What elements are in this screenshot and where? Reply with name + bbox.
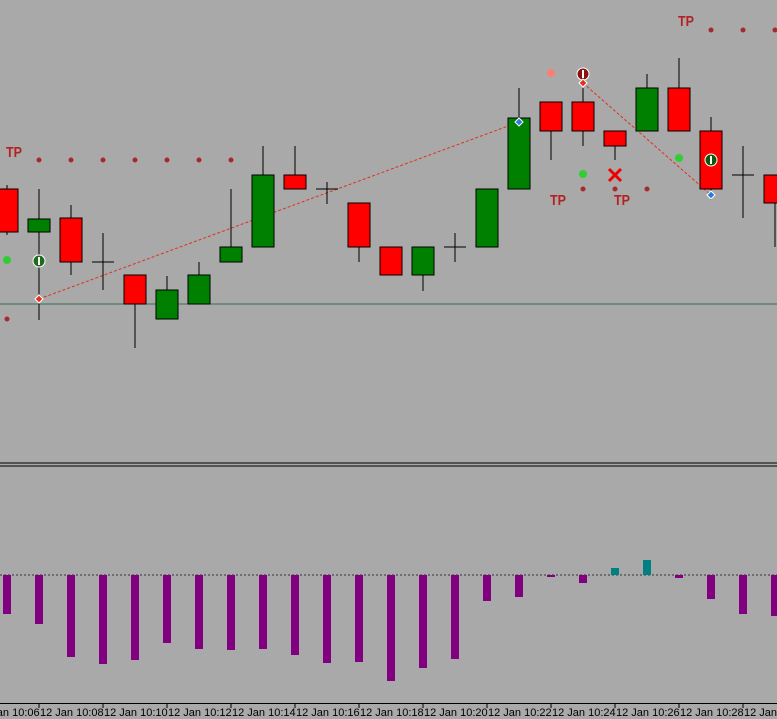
x-tick-label: 12 Jan 10:26 bbox=[616, 707, 680, 719]
arrow-marker bbox=[514, 117, 524, 127]
candle-body bbox=[187, 274, 211, 305]
histogram-bar bbox=[99, 575, 107, 664]
histogram-bar bbox=[259, 575, 267, 649]
histogram-bar bbox=[227, 575, 235, 650]
histogram-bar bbox=[739, 575, 747, 614]
candle-body bbox=[603, 130, 627, 147]
salmon-dot bbox=[547, 69, 555, 77]
candle-body bbox=[539, 101, 563, 132]
histogram-bar bbox=[3, 575, 11, 614]
histogram-bar bbox=[707, 575, 715, 599]
x-tick-label: 12 Jan 10:16 bbox=[296, 707, 360, 719]
candle-body bbox=[571, 101, 595, 132]
candle-body bbox=[27, 218, 51, 233]
candle-body bbox=[667, 87, 691, 132]
candle-body bbox=[59, 217, 83, 263]
x-tick-label: 12 Jan 10:20 bbox=[424, 707, 488, 719]
x-tick-label: 12 Jan 10:08 bbox=[40, 707, 104, 719]
histogram-bar bbox=[387, 575, 395, 681]
histogram-bar bbox=[419, 575, 427, 668]
x-tick-label: 12 Jan 10:14 bbox=[232, 707, 296, 719]
arrow-marker bbox=[706, 190, 716, 200]
histogram-bar bbox=[675, 575, 683, 578]
histogram-bar bbox=[771, 575, 777, 616]
arrow-marker bbox=[34, 294, 44, 304]
candle-body bbox=[283, 174, 307, 190]
x-tick-label: 12 Jan 10:06 bbox=[0, 707, 40, 719]
histogram-bar bbox=[483, 575, 491, 601]
histogram-bar bbox=[163, 575, 171, 643]
signal-line bbox=[582, 82, 712, 196]
histogram-bar bbox=[35, 575, 43, 624]
candle-body bbox=[123, 274, 147, 305]
candle-body bbox=[155, 289, 179, 320]
histogram-bar bbox=[291, 575, 299, 655]
histogram-bar bbox=[547, 575, 555, 577]
histogram-bar bbox=[131, 575, 139, 660]
candle-body bbox=[379, 246, 403, 276]
histogram-bar bbox=[195, 575, 203, 649]
signal-line bbox=[38, 121, 520, 300]
candle-body bbox=[507, 117, 531, 190]
tp-label: TP bbox=[614, 192, 630, 209]
candle-body bbox=[763, 174, 777, 204]
candle-body bbox=[0, 188, 19, 233]
histogram-bar bbox=[355, 575, 363, 662]
tp-label: TP bbox=[550, 192, 566, 209]
candle-body bbox=[219, 246, 243, 263]
histogram-bar bbox=[579, 575, 587, 583]
candle-body bbox=[347, 202, 371, 248]
candle-body bbox=[251, 174, 275, 248]
x-tick-label: 12 Jan 10:18 bbox=[360, 707, 424, 719]
histogram-bar bbox=[451, 575, 459, 659]
tp-label: TP bbox=[6, 144, 22, 161]
dots bbox=[4, 27, 777, 322]
x-tick-label: 12 Jan 10:12 bbox=[168, 707, 232, 719]
candle-body bbox=[475, 188, 499, 248]
histogram-bar bbox=[643, 560, 651, 575]
green-dots bbox=[3, 154, 683, 264]
x-tick-label: 12 Jan 10:30 bbox=[744, 707, 777, 719]
tp-label: TP bbox=[678, 13, 694, 30]
arrow-marker bbox=[578, 78, 588, 88]
histogram-bar bbox=[67, 575, 75, 657]
candle-body bbox=[635, 87, 659, 132]
histogram-bar bbox=[515, 575, 523, 597]
histogram-bar bbox=[611, 568, 619, 575]
x-tick-label: 12 Jan 10:24 bbox=[552, 707, 616, 719]
x-tick-label: 12 Jan 10:28 bbox=[680, 707, 744, 719]
candle-body bbox=[411, 246, 435, 276]
histogram-bar bbox=[323, 575, 331, 663]
x-tick-label: 12 Jan 10:22 bbox=[488, 707, 552, 719]
close-mark bbox=[607, 167, 623, 183]
x-tick-label: 12 Jan 10:10 bbox=[104, 707, 168, 719]
